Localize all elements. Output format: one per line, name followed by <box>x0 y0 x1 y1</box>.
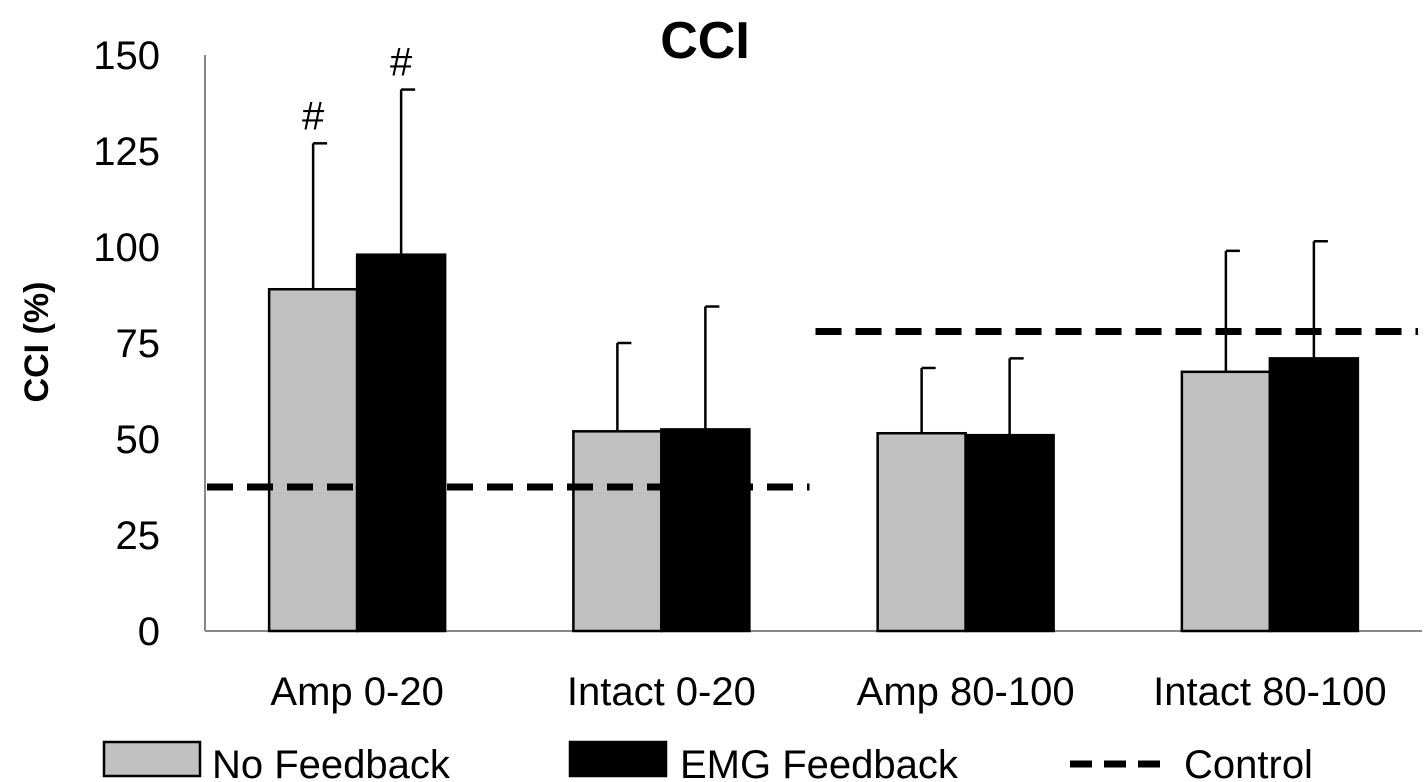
bar <box>964 433 1055 633</box>
significance-marker: # <box>302 94 325 138</box>
x-tick-label: Intact 80-100 <box>1153 670 1387 714</box>
bar <box>876 431 967 633</box>
y-tick-label: 0 <box>138 610 160 654</box>
chart-title: CCI <box>660 12 750 70</box>
y-tick-label: 75 <box>116 322 161 366</box>
y-tick-label: 150 <box>93 34 160 78</box>
legend-label-emg-feedback: EMG Feedback <box>680 743 959 782</box>
legend-label-no-feedback: No Feedback <box>212 743 451 782</box>
plot-area: 0 25 50 75 100 125 150 Amp 0-20 Intact 0-20 Amp 8… <box>93 34 1422 714</box>
x-tick-label: Amp 0-20 <box>270 670 443 714</box>
bar <box>572 430 663 633</box>
y-tick-label: 100 <box>93 226 160 270</box>
y-tick-label: 25 <box>116 514 161 558</box>
bar <box>660 428 751 633</box>
legend-swatch-emg-feedback <box>568 740 668 778</box>
y-axis-label: CCI (%) <box>18 282 56 403</box>
bar <box>1180 370 1272 633</box>
x-tick-label: Amp 80-100 <box>857 670 1075 714</box>
legend-swatch-no-feedback <box>102 740 202 778</box>
bar <box>267 287 359 633</box>
bar <box>355 253 447 633</box>
x-tick-label: Intact 0-20 <box>567 670 756 714</box>
y-tick-label: 50 <box>116 418 161 462</box>
y-tick-label: 125 <box>93 130 160 174</box>
bar <box>1268 357 1360 633</box>
legend: No Feedback EMG Feedback Control <box>102 740 1313 782</box>
significance-marker: # <box>390 41 413 85</box>
legend-label-control: Control <box>1184 743 1313 782</box>
